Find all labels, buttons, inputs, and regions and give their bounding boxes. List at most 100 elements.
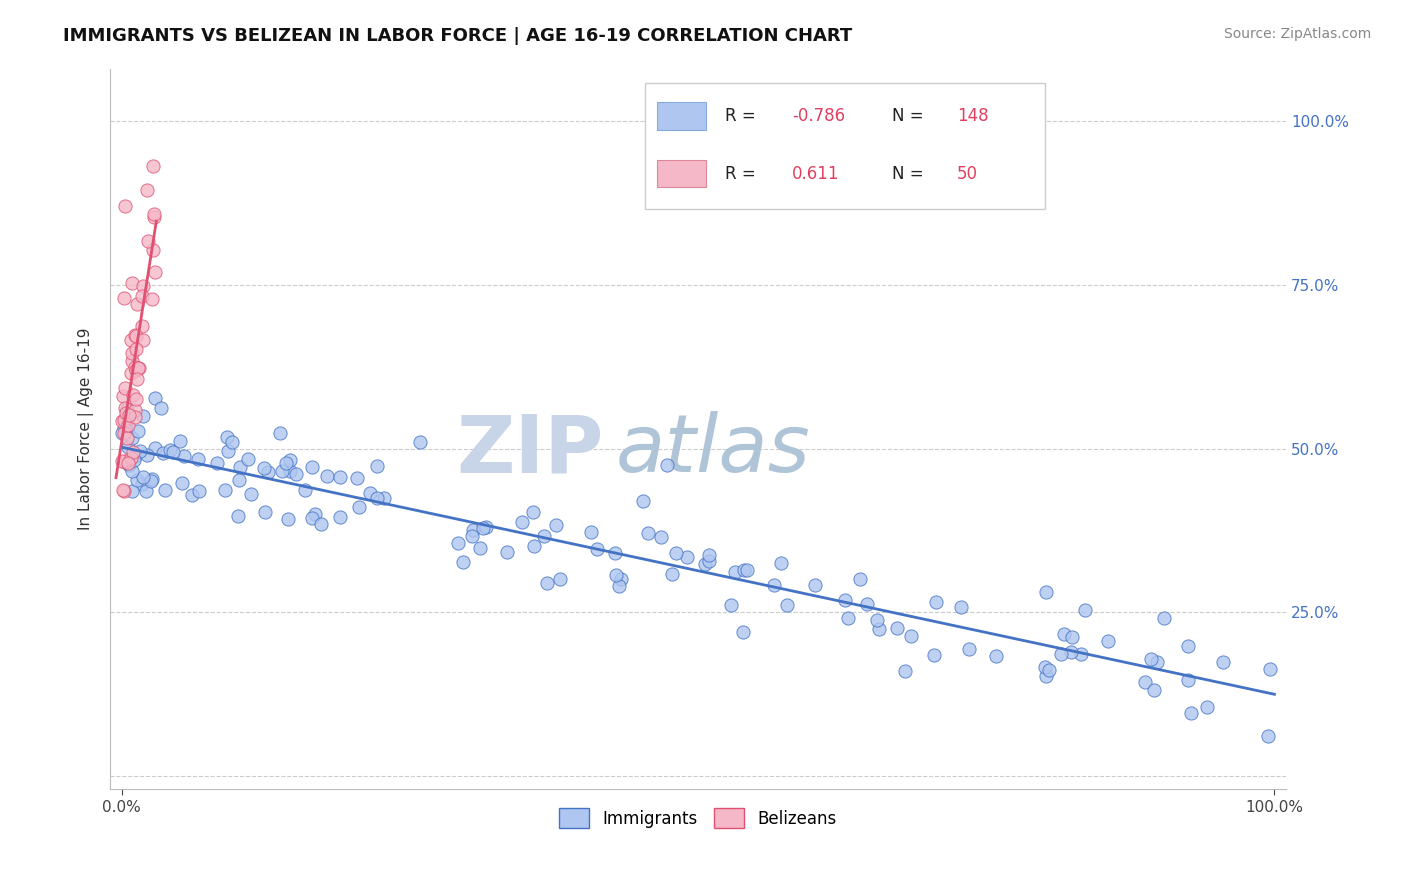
Point: [451, 555, 474, 569]
Point: [143, 265, 166, 279]
Point: [474, 520, 496, 534]
Point: [117, 440, 139, 454]
Text: 148: 148: [956, 107, 988, 125]
Point: [121, 444, 143, 458]
Point: [125, 329, 148, 343]
FancyBboxPatch shape: [645, 83, 1045, 209]
Point: [111, 483, 134, 497]
Point: [114, 454, 136, 468]
Point: [271, 464, 294, 478]
Point: [724, 565, 747, 579]
Point: [1258, 662, 1281, 676]
Point: [1146, 655, 1168, 669]
Point: [131, 476, 153, 491]
Point: [922, 648, 945, 663]
Point: [136, 448, 159, 462]
Point: [1033, 660, 1056, 674]
Point: [693, 558, 716, 572]
Point: [124, 409, 146, 424]
Point: [1060, 630, 1083, 644]
Point: [129, 443, 152, 458]
Point: [366, 491, 388, 505]
Point: [142, 243, 165, 257]
Point: [118, 458, 141, 472]
Point: [1133, 675, 1156, 690]
Point: [603, 547, 626, 561]
Point: [121, 388, 143, 402]
Point: [579, 524, 602, 539]
Point: [1070, 647, 1092, 661]
Point: [125, 473, 148, 487]
Point: [1195, 700, 1218, 714]
Point: [127, 424, 149, 438]
Point: [139, 474, 162, 488]
Point: [1035, 669, 1057, 683]
Text: R =: R =: [725, 107, 756, 125]
Point: [304, 507, 326, 521]
Point: [125, 342, 148, 356]
Point: [468, 541, 491, 556]
Point: [284, 467, 307, 481]
Point: [181, 488, 204, 502]
Point: [217, 430, 239, 444]
Point: [114, 291, 136, 305]
Point: [125, 392, 148, 407]
Point: [120, 366, 142, 380]
Point: [633, 493, 655, 508]
Text: 50: 50: [956, 165, 977, 184]
Point: [228, 473, 250, 487]
Point: [131, 319, 153, 334]
Point: [409, 434, 432, 449]
Point: [229, 460, 252, 475]
Point: [1059, 645, 1081, 659]
Point: [510, 516, 533, 530]
Point: [128, 360, 150, 375]
Point: [737, 563, 759, 577]
Point: [650, 531, 672, 545]
Point: [665, 546, 688, 560]
Point: [886, 621, 908, 635]
Point: [329, 510, 352, 524]
Point: [1177, 673, 1199, 688]
Point: [866, 614, 889, 628]
Point: [522, 505, 544, 519]
Point: [236, 451, 259, 466]
Point: [1142, 682, 1164, 697]
Point: [143, 392, 166, 406]
Point: [143, 207, 166, 221]
Point: [115, 431, 138, 445]
FancyBboxPatch shape: [657, 103, 706, 129]
Y-axis label: In Labor Force | Age 16-19: In Labor Force | Age 16-19: [79, 327, 94, 530]
Point: [1177, 639, 1199, 653]
Point: [373, 491, 395, 505]
Point: [169, 434, 191, 448]
Point: [607, 579, 630, 593]
Point: [536, 575, 558, 590]
Text: -0.786: -0.786: [792, 107, 845, 125]
Point: [173, 449, 195, 463]
Point: [257, 466, 280, 480]
Point: [1074, 603, 1097, 617]
Point: [253, 505, 276, 519]
Point: [150, 401, 173, 416]
Point: [114, 406, 136, 420]
Point: [471, 521, 494, 535]
Point: [269, 425, 291, 440]
Point: [731, 624, 754, 639]
Point: [142, 159, 165, 173]
Point: [733, 562, 755, 576]
Text: atlas: atlas: [616, 411, 810, 490]
Point: [120, 451, 142, 466]
Point: [349, 500, 371, 514]
Point: [311, 517, 333, 532]
Point: [114, 199, 136, 213]
Point: [121, 276, 143, 290]
Point: [125, 362, 148, 376]
Point: [111, 389, 134, 403]
Point: [316, 469, 339, 483]
Point: [1035, 585, 1057, 599]
Point: [637, 525, 659, 540]
Point: [121, 431, 143, 445]
Point: [132, 279, 155, 293]
FancyBboxPatch shape: [657, 160, 706, 187]
